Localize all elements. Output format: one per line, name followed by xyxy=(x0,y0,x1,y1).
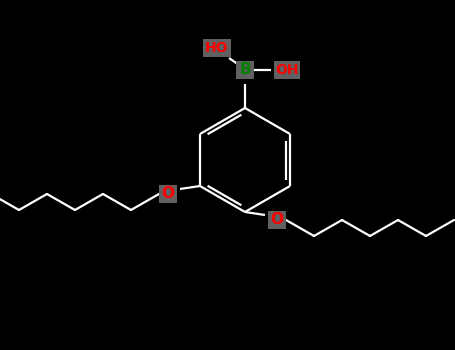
Bar xyxy=(159,185,177,203)
Text: OH: OH xyxy=(275,63,299,77)
Text: O: O xyxy=(271,212,283,228)
Bar xyxy=(203,39,231,57)
Bar xyxy=(268,211,286,229)
Text: HO: HO xyxy=(205,41,229,55)
Text: O: O xyxy=(162,187,174,202)
Text: B: B xyxy=(239,63,251,77)
Bar xyxy=(236,61,254,79)
Bar xyxy=(274,61,300,79)
